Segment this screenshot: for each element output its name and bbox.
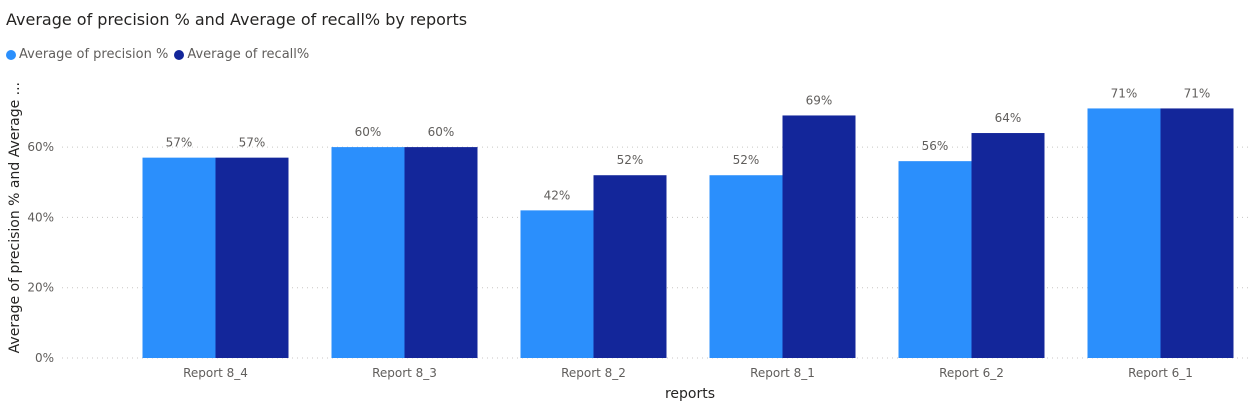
y-axis-ticks: 0% 20% 40% 60% <box>27 140 54 365</box>
data-label: 60% <box>355 125 382 139</box>
data-label: 52% <box>617 153 644 167</box>
x-axis-ticks: Report 8_4 Report 8_3 Report 8_2 Report 8_1… <box>183 366 1193 380</box>
legend-marker-recall <box>174 49 185 60</box>
legend-item-recall[interactable]: Average of recall% <box>174 47 309 62</box>
bar-precision-3[interactable] <box>520 210 594 358</box>
data-label: 42% <box>544 188 571 202</box>
legend-label-precision: Average of precision % <box>19 47 169 62</box>
legend-item-precision[interactable]: Average of precision % <box>6 47 168 62</box>
legend-marker-precision <box>6 49 16 60</box>
legend: Average of precision % Average of recall… <box>6 47 315 62</box>
data-label: 57% <box>239 136 266 150</box>
bar-recall-1[interactable] <box>215 157 289 358</box>
x-axis-title: reports <box>665 386 715 402</box>
y-axis-title: Average of precision % and Average ... <box>7 82 23 353</box>
bar-precision-1[interactable] <box>142 157 216 358</box>
bar-precision-4[interactable] <box>709 175 783 358</box>
x-tick-label: Report 8_3 <box>372 366 437 380</box>
x-tick-label: Report 8_2 <box>561 366 626 380</box>
x-tick-label: Report 8_4 <box>183 366 248 380</box>
bar-precision-2[interactable] <box>331 147 405 358</box>
bar-precision-6[interactable] <box>1087 108 1161 358</box>
x-tick-label: Report 6_1 <box>1128 366 1193 380</box>
bar-recall-4[interactable] <box>782 115 856 358</box>
bar-recall-5[interactable] <box>971 133 1045 358</box>
x-tick-label: Report 6_2 <box>939 366 1004 380</box>
x-tick-label: Report 8_1 <box>750 366 815 380</box>
y-tick-label: 0% <box>35 351 54 365</box>
legend-label-recall: Average of recall% <box>187 47 310 62</box>
bars <box>142 108 1234 358</box>
data-label: 71% <box>1184 86 1211 100</box>
y-tick-label: 20% <box>27 281 54 295</box>
data-label: 60% <box>428 125 455 139</box>
data-label: 57% <box>166 136 193 150</box>
bar-recall-6[interactable] <box>1160 108 1234 358</box>
data-label: 52% <box>733 153 760 167</box>
chart-title: Average of precision % and Average of re… <box>6 10 468 29</box>
y-tick-label: 60% <box>27 140 54 154</box>
data-label: 64% <box>995 111 1022 125</box>
data-label: 56% <box>922 139 949 153</box>
bar-precision-5[interactable] <box>898 161 972 358</box>
y-tick-label: 40% <box>27 210 54 224</box>
bar-recall-3[interactable] <box>593 175 667 358</box>
bar-recall-2[interactable] <box>404 147 478 358</box>
data-labels: 57% 57% 60% 60% 42% 52% 52% 69% 56% 64% 71% 71% <box>166 86 1211 202</box>
data-label: 71% <box>1111 86 1138 100</box>
data-label: 69% <box>806 93 833 107</box>
